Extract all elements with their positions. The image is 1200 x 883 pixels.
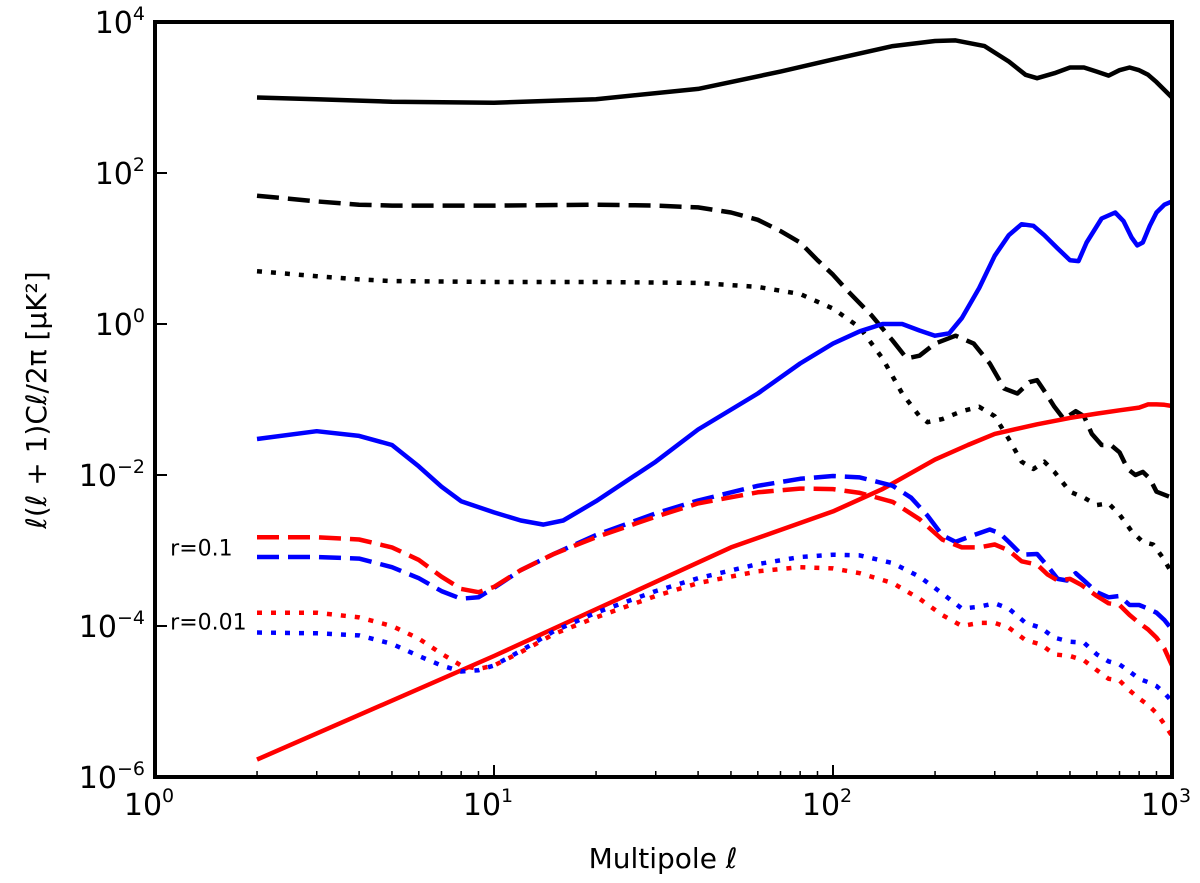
y-tick-label: 10−6 (79, 758, 145, 796)
annotation-layer: r=0.1 r=0.01 (170, 536, 246, 635)
series-line-0 (256, 38, 1174, 106)
tick-layer: 100 101 102 103 10−6 10−4 10−2 100 102 104 (79, 3, 1191, 823)
y-tick-label: 102 (95, 154, 145, 192)
y-tick-label: 10−2 (79, 456, 145, 494)
series-line-5 (257, 473, 1174, 631)
y-axis-label: ℓ(ℓ + 1)Cℓ/2π [μK²] (20, 271, 53, 529)
annotation-r001: r=0.01 (170, 610, 246, 635)
series-line-8 (257, 564, 1174, 738)
y-tick-label: 104 (95, 3, 145, 41)
series-line-4 (256, 402, 1173, 762)
plot-frame (153, 20, 1174, 779)
series-line-1 (256, 193, 1173, 500)
x-tick-label: 101 (463, 785, 513, 823)
series-line-3 (256, 199, 1173, 527)
x-axis-label: Multipole ℓ (589, 842, 738, 875)
y-tick-label: 100 (95, 305, 145, 343)
x-tick-label: 103 (1141, 785, 1191, 823)
annotation-r01: r=0.1 (170, 536, 232, 561)
series-line-6 (257, 486, 1175, 667)
y-tick-label: 10−4 (79, 607, 145, 645)
x-tick-label: 102 (802, 785, 852, 823)
series-layer (256, 38, 1175, 762)
series-line-7 (256, 552, 1174, 703)
x-tick-label: 100 (124, 785, 174, 823)
